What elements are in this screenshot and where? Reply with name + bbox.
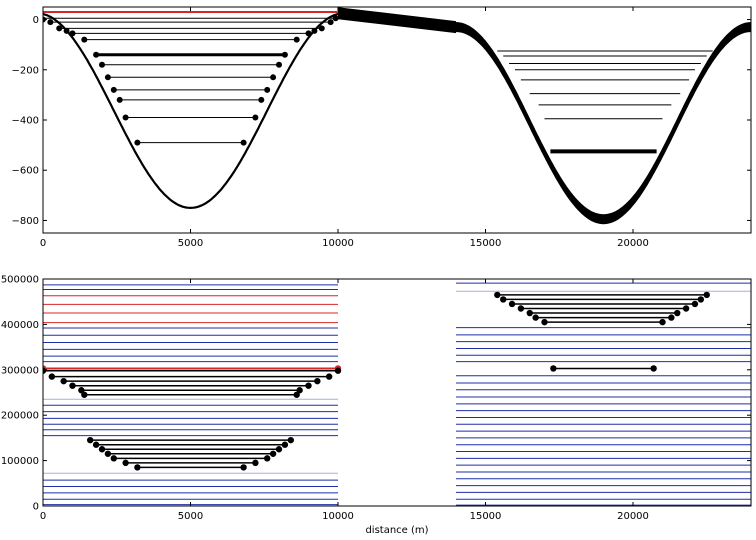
bottom-xtick-label: 10000 (322, 511, 354, 522)
level-marker (281, 441, 289, 448)
level-marker (526, 309, 533, 317)
top-xtick-label: 10000 (322, 238, 354, 249)
level-marker (252, 459, 259, 467)
marker-1 (63, 27, 70, 34)
marker-1 (110, 86, 117, 93)
bottom-frame (42, 278, 752, 507)
level-marker (134, 464, 141, 471)
top-xtick-label: 20000 (617, 238, 649, 249)
top-xtick-label: 5000 (178, 238, 203, 249)
level-marker (305, 382, 312, 389)
level-marker (650, 365, 657, 372)
marker-1 (56, 25, 63, 32)
marker-1 (69, 30, 76, 37)
level-marker (43, 367, 47, 374)
top-frame (42, 6, 752, 234)
top-plot-area (43, 7, 751, 225)
level-marker (87, 436, 94, 444)
level-marker (500, 296, 507, 303)
marker-1 (305, 30, 312, 37)
level-marker (517, 305, 525, 312)
marker-1 (332, 15, 339, 22)
bottom-ytick-label: 200000 (1, 411, 39, 422)
level-marker (691, 300, 699, 308)
level-marker (104, 450, 112, 457)
marker-1 (116, 96, 123, 103)
bottom-xtick-label: 0 (40, 511, 46, 522)
level-marker (703, 291, 710, 299)
marker-1 (104, 74, 111, 81)
x-axis-label: distance (m) (365, 525, 428, 536)
bottom-xtick-label: 5000 (178, 511, 203, 522)
level-marker (269, 450, 277, 457)
bottom-ytick-label: 500000 (1, 275, 39, 286)
trough-2-ribbon (456, 22, 751, 225)
top-ytick-label: −400 (12, 116, 39, 127)
top-ytick-label: 0 (33, 15, 39, 26)
level-marker (81, 391, 88, 398)
level-marker (240, 464, 247, 471)
level-marker (264, 455, 271, 462)
level-marker (60, 377, 67, 385)
level-marker (508, 300, 516, 308)
level-marker (48, 373, 56, 380)
level-marker (314, 377, 321, 385)
top-ytick-label: −800 (12, 216, 39, 227)
level-marker (122, 459, 129, 467)
top-ytick-label: −200 (12, 65, 39, 76)
level-marker (293, 391, 300, 398)
marker-1 (99, 61, 105, 68)
level-marker (110, 455, 118, 462)
marker-1 (327, 19, 334, 26)
bottom-ytick-label: 400000 (1, 320, 39, 331)
bottom-ytick-label: 0 (33, 502, 39, 513)
level-marker (494, 291, 501, 299)
level-marker (296, 387, 303, 394)
level-marker (69, 382, 76, 389)
level-marker (287, 436, 294, 444)
level-marker (541, 318, 548, 326)
level-marker (275, 446, 283, 453)
level-marker (659, 318, 666, 326)
level-marker (78, 387, 85, 394)
bottom-xtick-label: 20000 (617, 511, 649, 522)
marker-1 (264, 86, 271, 93)
marker-1 (122, 114, 129, 121)
marker-1 (240, 139, 247, 146)
marker-1 (276, 61, 282, 68)
marker-1 (134, 139, 141, 146)
marker-1 (252, 114, 259, 121)
marker-1 (270, 74, 277, 81)
trough-1-profile (43, 12, 339, 210)
marker-1 (281, 51, 288, 58)
bottom-ytick-label: 100000 (1, 456, 39, 467)
top-xtick-label: 0 (40, 238, 46, 249)
bottom-xtick-label: 15000 (470, 511, 502, 522)
level-marker (668, 314, 675, 321)
level-marker (325, 373, 333, 380)
level-marker (697, 296, 705, 303)
level-marker (98, 446, 106, 453)
marker-1 (293, 36, 300, 43)
marker-1 (258, 96, 265, 103)
marker-1 (47, 19, 54, 26)
level-marker (532, 314, 539, 321)
level-marker (550, 365, 557, 372)
level-marker (682, 305, 690, 312)
level-marker (334, 367, 342, 374)
level-marker (674, 309, 681, 317)
marker-1 (311, 27, 318, 34)
marker-1 (81, 36, 88, 43)
ridge-ribbon (338, 7, 456, 34)
marker-1 (318, 25, 325, 32)
top-plot: 0 5000 10000 15000 20000 0 −200 −400 −600 −800 (12, 6, 752, 249)
marker-1 (93, 51, 100, 58)
bottom-ytick-label: 300000 (1, 365, 39, 376)
level-marker (92, 441, 100, 448)
top-xtick-label: 15000 (470, 238, 502, 249)
bottom-plot-area (43, 282, 751, 506)
bottom-plot: 0 5000 10000 15000 2000001000002000003000004… (1, 275, 752, 522)
top-ytick-label: −600 (12, 166, 39, 177)
